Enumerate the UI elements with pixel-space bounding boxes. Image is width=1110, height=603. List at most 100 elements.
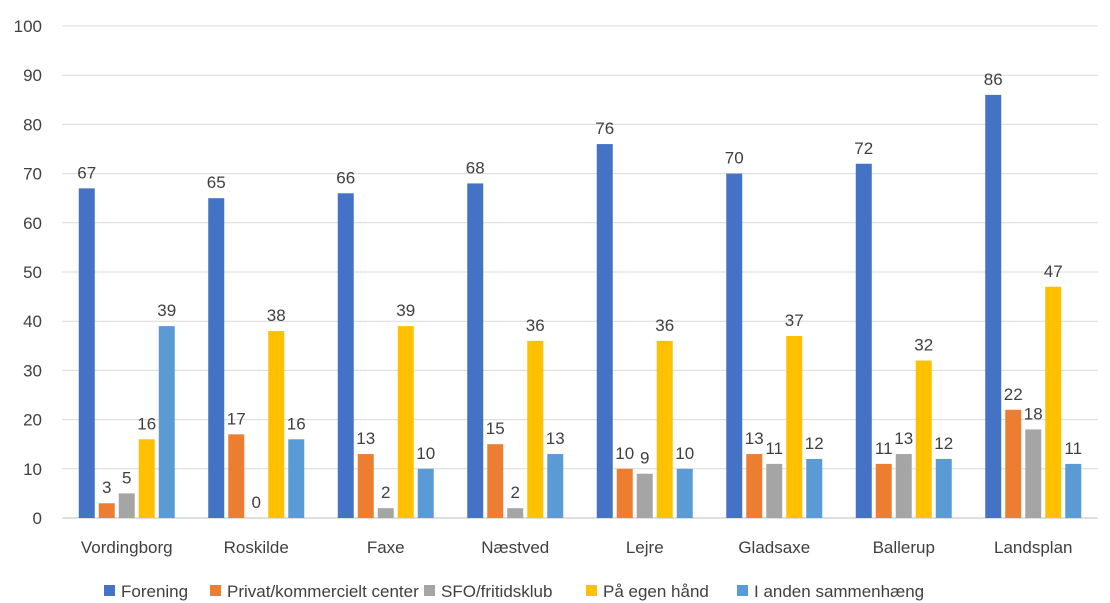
y-tick-label: 20 (23, 411, 42, 430)
data-label: 10 (416, 444, 435, 463)
bar-roskilde-series-3 (268, 331, 285, 518)
category-label: Landsplan (994, 538, 1072, 557)
bar-lejre-series-1 (616, 468, 633, 518)
y-tick-label: 90 (23, 66, 42, 85)
bar-gladsaxe-series-2 (766, 463, 783, 518)
legend-label: SFO/fritidsklub (441, 582, 552, 601)
bar-n-stved-series-0 (467, 183, 484, 518)
data-label: 36 (526, 316, 545, 335)
category-label: Næstved (481, 538, 549, 557)
legend-swatch (586, 585, 597, 596)
bar-roskilde-series-1 (228, 434, 245, 518)
bar-vordingborg-series-1 (98, 503, 115, 518)
data-label: 39 (396, 301, 415, 320)
x-axis-categories: Vordingborg Roskilde Faxe Næstved Lejre Glads… (81, 538, 1073, 557)
bar-faxe-series-4 (417, 468, 434, 518)
data-label: 47 (1044, 262, 1063, 281)
data-labels: 67 35 16 39 65 17 0 38 16 66 13 2 39 10 68 15 2 36 13 76 10 9… (77, 70, 1082, 512)
data-label: 13 (894, 429, 913, 448)
category-label: Faxe (367, 538, 405, 557)
data-label: 11 (765, 439, 783, 458)
data-label: 39 (157, 301, 176, 320)
legend-swatch (424, 585, 435, 596)
data-label: 76 (595, 119, 614, 138)
data-label: 22 (1004, 385, 1023, 404)
data-label: 2 (381, 483, 390, 502)
bar-landsplan-series-1 (1005, 409, 1022, 518)
bar-landsplan-series-3 (1045, 286, 1062, 518)
bar-roskilde-series-0 (208, 198, 225, 518)
bar-gladsaxe-series-3 (786, 335, 803, 518)
bar-n-stved-series-4 (547, 454, 564, 518)
bar-gladsaxe-series-1 (746, 454, 763, 518)
category-label: Lejre (626, 538, 664, 557)
data-label: 18 (1024, 404, 1043, 423)
data-label: 16 (287, 414, 306, 433)
y-tick-label: 10 (23, 460, 42, 479)
y-axis-ticks: 0 10 20 30 40 50 60 70 80 90 100 (14, 17, 42, 528)
bar-lejre-series-0 (596, 144, 613, 518)
data-label: 0 (252, 493, 261, 512)
data-label: 11 (875, 439, 893, 458)
y-tick-label: 100 (14, 17, 42, 36)
bar-gladsaxe-series-4 (806, 458, 823, 518)
data-label: 38 (267, 306, 286, 325)
legend-item: SFO/fritidsklub (424, 582, 552, 601)
legend-swatch (210, 585, 221, 596)
bar-lejre-series-3 (656, 340, 673, 518)
category-label: Ballerup (873, 538, 935, 557)
legend: Forening Privat/kommercielt center SFO/fri… (104, 582, 924, 601)
data-label: 13 (745, 429, 764, 448)
bar-faxe-series-0 (337, 193, 354, 518)
legend-item: I anden sammenhæng (737, 582, 924, 601)
data-label: 70 (725, 149, 744, 168)
bar-vordingborg-series-2 (118, 493, 135, 518)
legend-item: På egen hånd (586, 582, 709, 601)
data-label: 15 (486, 419, 505, 438)
legend-item: Privat/kommercielt center (210, 582, 419, 601)
y-tick-label: 80 (23, 115, 42, 134)
bar-ballerup-series-0 (855, 163, 872, 518)
bar-n-stved-series-3 (527, 340, 544, 518)
y-tick-label: 0 (33, 509, 42, 528)
legend-item: Forening (104, 582, 188, 601)
bar-vordingborg-series-3 (138, 439, 155, 518)
bar-ballerup-series-4 (935, 458, 952, 518)
legend-label: Privat/kommercielt center (227, 582, 419, 601)
y-tick-label: 60 (23, 214, 42, 233)
data-label: 3 (102, 478, 111, 497)
data-label: 5 (122, 468, 131, 487)
data-label: 17 (227, 409, 246, 428)
bar-gladsaxe-series-0 (726, 173, 743, 518)
bar-n-stved-series-1 (487, 444, 504, 518)
data-label: 37 (785, 311, 804, 330)
y-tick-label: 70 (23, 165, 42, 184)
legend-label: Forening (121, 582, 188, 601)
legend-label: På egen hånd (603, 582, 709, 601)
data-label: 36 (655, 316, 674, 335)
bar-vordingborg-series-4 (158, 326, 175, 518)
data-label: 10 (615, 444, 634, 463)
bar-landsplan-series-4 (1065, 463, 1082, 518)
bar-ballerup-series-1 (875, 463, 892, 518)
data-label: 68 (466, 158, 485, 177)
data-label: 66 (336, 168, 355, 187)
data-label: 16 (137, 414, 156, 433)
data-label: 10 (675, 444, 694, 463)
data-label: 13 (356, 429, 375, 448)
bar-landsplan-series-2 (1025, 429, 1042, 518)
bar-roskilde-series-4 (288, 439, 305, 518)
legend-swatch (104, 585, 115, 596)
bar-n-stved-series-2 (507, 508, 524, 518)
data-label: 32 (914, 336, 933, 355)
data-label: 11 (1064, 439, 1082, 458)
bar-lejre-series-4 (676, 468, 693, 518)
bar-vordingborg-series-0 (78, 188, 95, 519)
data-label: 13 (546, 429, 565, 448)
data-label: 2 (511, 483, 520, 502)
legend-label: I anden sammenhæng (754, 582, 924, 601)
bar-ballerup-series-2 (895, 454, 912, 518)
bar-faxe-series-3 (397, 326, 414, 518)
